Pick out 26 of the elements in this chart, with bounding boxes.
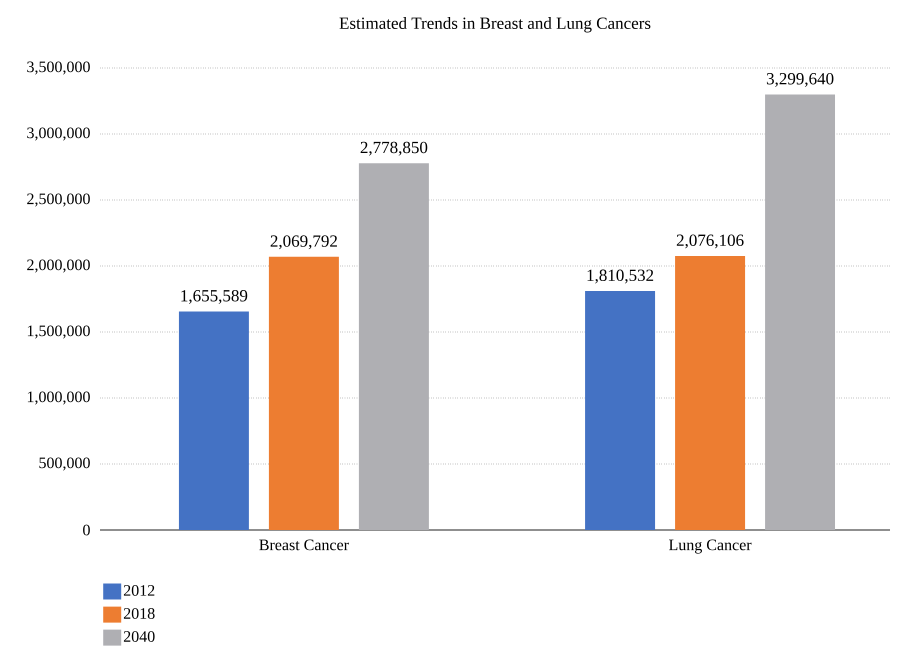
legend-label: 2012 — [124, 585, 154, 596]
y-tick-label: 3,500,000 — [27, 61, 90, 75]
y-tick-label: 1,000,000 — [28, 391, 90, 405]
y-tick-label: 500,000 — [39, 457, 90, 471]
bar — [178, 311, 249, 530]
y-tick-label: 3,000,000 — [27, 127, 90, 141]
bar — [765, 94, 836, 530]
data-label: 2,076,106 — [676, 234, 744, 248]
y-tick-label: 2,500,000 — [27, 193, 90, 207]
bar — [268, 256, 339, 530]
y-tick-label: 1,500,000 — [28, 325, 90, 339]
data-label: 1,655,589 — [181, 290, 248, 304]
bar — [585, 291, 656, 530]
x-tick-label: Lung Cancer — [668, 540, 752, 554]
legend-label: 2040 — [124, 631, 155, 642]
data-label: 2,778,850 — [360, 142, 428, 156]
data-label: 2,069,792 — [270, 235, 337, 250]
bar — [358, 163, 429, 530]
y-tick-label: 0 — [83, 524, 90, 536]
data-label: 3,299,640 — [766, 72, 834, 87]
x-tick-label: Breast Cancer — [259, 540, 349, 550]
data-label: 1,810,532 — [588, 270, 654, 284]
bar — [675, 256, 746, 530]
chart-title: Estimated Trends in Breast and Lung Cancers — [340, 17, 650, 32]
y-tick-label: 2,000,000 — [27, 259, 90, 273]
legend-label: 2018 — [124, 608, 155, 619]
